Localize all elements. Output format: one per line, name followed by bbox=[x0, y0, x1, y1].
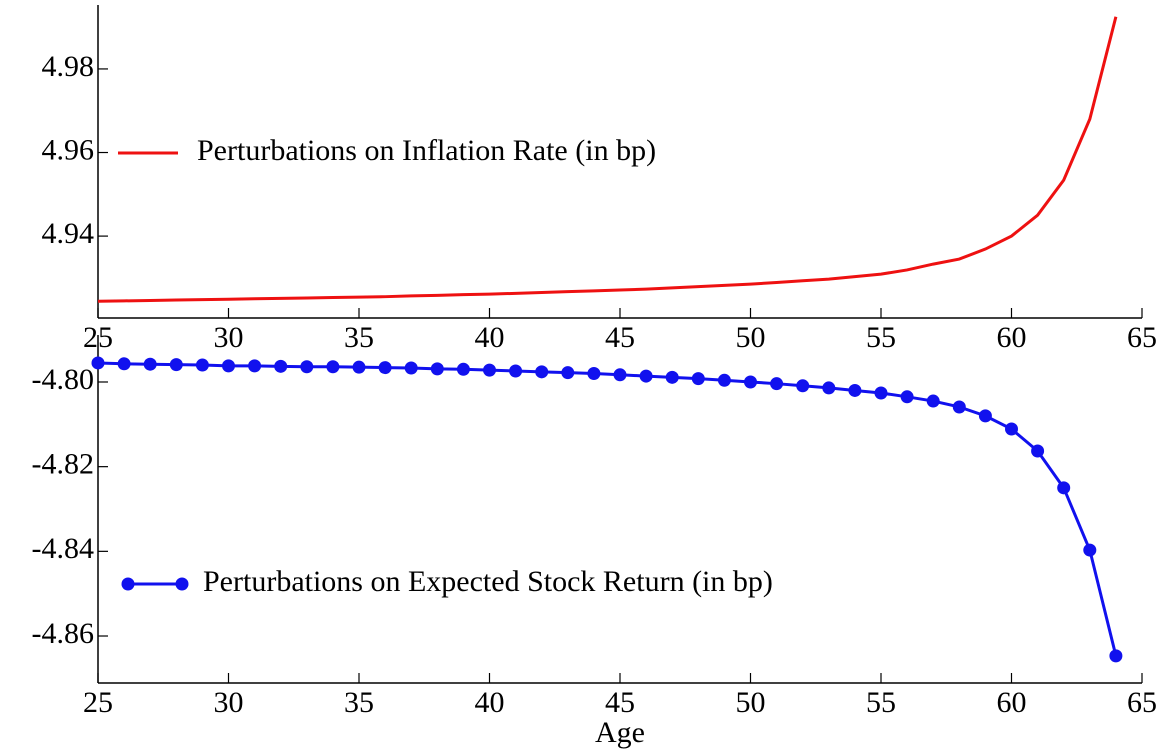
data-point bbox=[195, 358, 209, 372]
data-point bbox=[274, 359, 288, 373]
data-point bbox=[1031, 444, 1045, 458]
data-point bbox=[770, 377, 784, 391]
data-point bbox=[1109, 649, 1123, 663]
x-tick-label: 60 bbox=[997, 686, 1027, 719]
data-point bbox=[483, 363, 496, 377]
x-tick-label: 25 bbox=[83, 686, 113, 719]
data-point bbox=[796, 379, 810, 393]
y-tick-label: 4.98 bbox=[42, 50, 95, 83]
data-point bbox=[430, 362, 444, 376]
data-point bbox=[222, 359, 235, 373]
y-tick-label: -4.86 bbox=[32, 617, 95, 650]
data-point bbox=[874, 386, 888, 400]
data-point bbox=[91, 356, 105, 370]
y-tick-label: -4.80 bbox=[32, 363, 95, 396]
legend-marker bbox=[121, 577, 135, 591]
y-tick-label: 4.94 bbox=[42, 217, 95, 250]
x-tick-label: 35 bbox=[344, 321, 374, 354]
data-point bbox=[456, 362, 470, 376]
x-tick-label: 35 bbox=[344, 686, 374, 719]
y-tick-label: 4.96 bbox=[42, 133, 95, 166]
data-point bbox=[248, 359, 262, 373]
x-tick-label: 50 bbox=[736, 321, 766, 354]
data-point bbox=[926, 394, 940, 408]
legend-marker bbox=[175, 577, 189, 591]
x-tick-label: 30 bbox=[214, 686, 244, 719]
x-tick-label: 40 bbox=[475, 321, 505, 354]
data-point bbox=[378, 361, 392, 375]
x-tick-label: 40 bbox=[475, 686, 505, 719]
data-point bbox=[587, 367, 601, 381]
data-point bbox=[822, 381, 836, 395]
x-tick-label: 45 bbox=[605, 686, 635, 719]
data-point bbox=[326, 360, 340, 374]
legend-label: Perturbations on Expected Stock Return (… bbox=[203, 565, 773, 598]
x-tick-label: 65 bbox=[1127, 321, 1157, 354]
x-axis-label: Age bbox=[595, 716, 645, 749]
x-tick-label: 55 bbox=[866, 686, 896, 719]
data-point bbox=[561, 366, 575, 380]
data-point bbox=[744, 375, 757, 389]
data-point bbox=[1005, 422, 1018, 436]
data-point bbox=[900, 390, 914, 404]
data-point bbox=[978, 409, 992, 423]
data-point bbox=[352, 360, 366, 374]
data-point bbox=[717, 373, 731, 387]
data-point bbox=[848, 383, 862, 397]
data-point bbox=[300, 360, 314, 374]
data-point bbox=[404, 361, 418, 375]
x-tick-label: 55 bbox=[866, 321, 896, 354]
data-point bbox=[1083, 543, 1097, 557]
data-point bbox=[613, 368, 627, 382]
data-point bbox=[117, 357, 131, 371]
y-tick-label: -4.84 bbox=[32, 532, 95, 565]
x-tick-label: 50 bbox=[736, 686, 766, 719]
data-point bbox=[665, 370, 679, 384]
data-line bbox=[97, 361, 1118, 657]
x-tick-label: 45 bbox=[605, 321, 635, 354]
data-point bbox=[143, 357, 157, 371]
legend-label: Perturbations on Inflation Rate (in bp) bbox=[197, 134, 656, 167]
x-tick-label: 60 bbox=[997, 321, 1027, 354]
data-line bbox=[97, 16, 1118, 303]
data-point bbox=[169, 358, 183, 372]
data-point bbox=[509, 364, 523, 378]
data-point bbox=[1057, 481, 1071, 495]
data-point bbox=[535, 365, 549, 379]
y-tick-label: -4.82 bbox=[32, 448, 95, 481]
data-point bbox=[691, 372, 705, 386]
x-tick-label: 65 bbox=[1127, 686, 1157, 719]
data-point bbox=[952, 400, 966, 414]
data-point bbox=[639, 369, 653, 383]
x-tick-label: 30 bbox=[214, 321, 244, 354]
